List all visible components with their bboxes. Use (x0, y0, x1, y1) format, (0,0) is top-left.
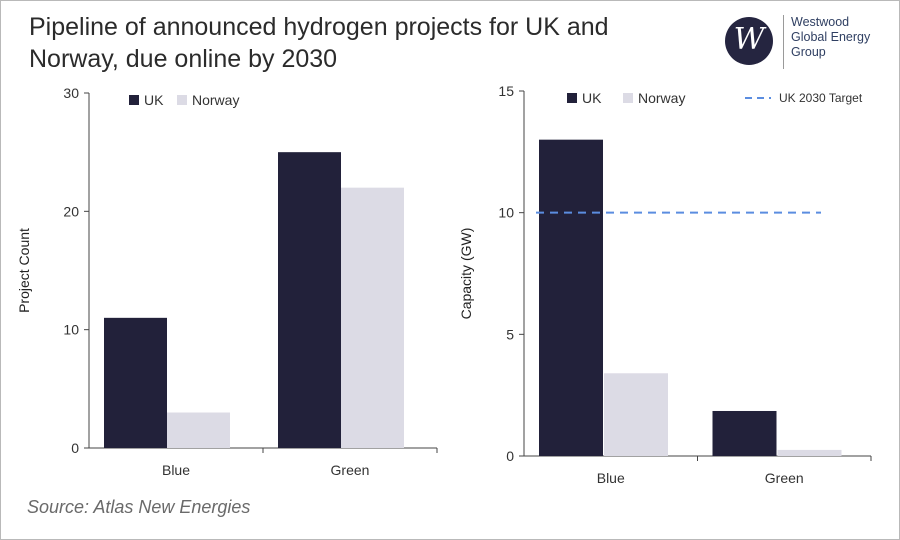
logo-w-icon: W (725, 17, 773, 65)
company-logo: W Westwood Global Energy Group (725, 15, 895, 71)
y-tick-label: 10 (63, 322, 79, 338)
logo-line: Westwood (791, 15, 850, 29)
y-tick-label: 30 (63, 85, 79, 101)
y-axis-label: Project Count (16, 228, 32, 313)
y-axis-label: Capacity (GW) (458, 228, 474, 320)
logo-line: Global Energy (791, 30, 871, 44)
page-title: Pipeline of announced hydrogen projects … (29, 13, 609, 73)
y-tick-label: 0 (506, 448, 514, 464)
logo-line: Group (791, 45, 826, 59)
y-tick-label: 20 (63, 203, 79, 219)
bar-norway-green (341, 187, 404, 448)
y-tick-label: 0 (71, 440, 79, 456)
legend-swatch-norway (623, 93, 633, 103)
logo-divider (783, 15, 784, 69)
legend-label: Norway (638, 90, 685, 106)
legend-label: Norway (192, 92, 239, 108)
bar-uk-green (278, 152, 341, 448)
x-tick-label: Green (765, 470, 804, 486)
source-note: Source: Atlas New Energies (27, 497, 251, 517)
x-tick-label: Blue (162, 462, 190, 478)
bar-uk-green (712, 410, 777, 456)
bar-uk-blue (539, 139, 603, 456)
y-tick-label: 10 (498, 205, 514, 221)
x-tick-label: Blue (597, 470, 625, 486)
y-tick-label: 15 (498, 83, 514, 99)
bar-norway-blue (167, 412, 230, 448)
legend-label: UK (144, 92, 164, 108)
bar-norway-blue (604, 373, 668, 456)
legend-swatch-uk (567, 93, 577, 103)
legend-swatch-uk (129, 95, 139, 105)
legend-label: UK (582, 90, 602, 106)
x-tick-label: Green (331, 462, 370, 478)
bar-norway-green (777, 449, 842, 456)
y-tick-label: 5 (506, 326, 514, 342)
bar-uk-blue (104, 317, 167, 448)
legend-label: UK 2030 Target (779, 91, 863, 105)
logo-text: Westwood Global Energy Group (791, 15, 870, 60)
legend-swatch-norway (177, 95, 187, 105)
